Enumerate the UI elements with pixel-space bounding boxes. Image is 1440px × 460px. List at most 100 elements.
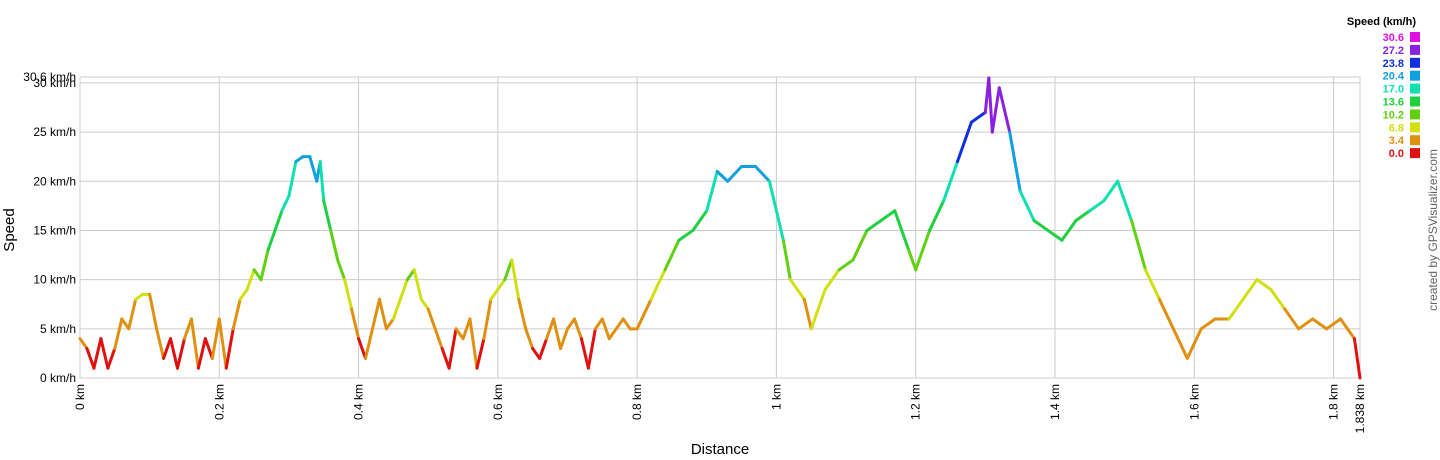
speed-segment [517,297,528,331]
legend-label: 17.0 [1383,84,1404,96]
speed-segment [426,307,437,331]
speed-segment [914,228,932,272]
speed-segment [802,297,813,331]
speed-segment [649,268,667,301]
speed-segment [203,337,214,360]
x-tick-label: 0.8 km [630,384,644,420]
speed-segment [865,219,883,232]
speed-segment [586,327,597,370]
speed-segment [398,278,409,301]
speed-segment [987,76,994,134]
legend-swatch [1410,83,1420,94]
y-tick-label: 15 km/h [33,223,76,237]
x-tick-label: 1.8 km [1327,384,1341,420]
legend-label: 3.4 [1389,135,1405,147]
speed-segment [99,337,110,370]
speed-segment [990,86,1001,134]
speed-segment [600,317,611,341]
y-tick-label: 5 km/h [40,322,76,336]
speed-segment [169,337,179,370]
legend-swatch [1410,96,1420,107]
y-axis-title: Speed [1,208,18,251]
speed-segment [475,337,486,370]
legend-swatch [1410,32,1420,42]
y-tick-label: 20 km/h [33,174,76,188]
speed-segment [809,287,827,331]
speed-segment [419,297,430,311]
legend-swatch [1410,148,1420,159]
speed-segment [189,317,200,370]
speed-segment [336,258,347,282]
speed-segment [997,86,1012,134]
x-tick-label: 0 km [73,384,87,410]
speed-segment [572,317,583,341]
speed-segment [503,258,514,282]
speed-segment [1116,179,1134,223]
speed-segment [252,268,263,282]
speed-segment [663,238,681,272]
speed-segment [364,327,374,360]
speed-segment [545,317,556,341]
legend-label: 0.0 [1389,148,1404,160]
speed-segment [1032,219,1050,232]
speed-segment [210,317,221,360]
speed-segment [1102,189,1113,203]
speed-segment [106,346,117,370]
speed-segment [1255,278,1273,291]
speed-segment [1297,317,1315,331]
speed-segment [440,346,451,370]
speed-segment [127,297,138,331]
speed-segment [113,317,124,350]
speed-segment [92,337,103,370]
legend-swatch [1410,44,1420,55]
speed-segment [781,238,792,282]
legend-swatch [1410,57,1420,68]
speed-segment [1241,278,1259,301]
speed-segment [928,199,946,232]
x-tick-label: 1.6 km [1187,384,1201,420]
legend-label: 10.2 [1383,109,1404,121]
speed-segment [238,287,249,301]
speed-segment [691,209,709,232]
speed-segment [1227,297,1245,321]
speed-segment [565,317,576,331]
x-tick-label: 1.2 km [909,384,923,420]
speed-segment [851,228,869,262]
speed-segment [607,327,618,341]
speed-segment [384,317,395,331]
speed-segment [496,278,507,291]
speed-segment [635,297,653,331]
speed-segment [148,292,159,331]
speed-segment [1109,179,1120,193]
speed-segment [259,248,270,282]
speed-segment [593,317,604,331]
speed-segment [78,337,89,350]
speed-segment [370,297,381,331]
x-tick-label: 0.6 km [491,384,505,420]
x-axis-title: Distance [691,441,749,458]
speed-segment [273,209,284,232]
speed-segment [621,317,632,331]
speed-segment [1171,327,1189,360]
speed-segment [405,268,416,282]
speed-segment [879,209,897,223]
speed-segment [461,317,472,341]
speed-segment [350,307,361,341]
speed-segment [454,327,465,341]
speed-segment [196,337,207,370]
speed-segment [531,346,542,360]
speed-segment [1325,317,1343,331]
y-tick-label: 10 km/h [33,273,76,287]
speed-segment [318,160,326,203]
speed-segment [217,317,228,370]
speed-segment [1185,327,1203,360]
legend-label: 23.8 [1383,58,1404,70]
legend-swatch [1410,109,1420,120]
speed-segment [538,337,549,360]
speed-segment [754,165,771,183]
speed-segment [1339,317,1356,341]
speed-segment [266,228,277,252]
speed-segment [482,297,493,341]
speed-segment [715,169,730,183]
